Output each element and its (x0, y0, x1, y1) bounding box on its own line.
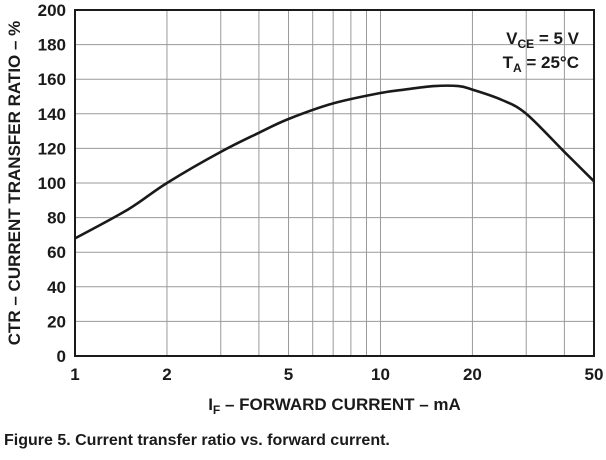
x-tick-label: 10 (371, 365, 390, 384)
figure-caption: Figure 5. Current transfer ratio vs. for… (4, 432, 390, 449)
y-tick-label: 160 (38, 70, 66, 89)
y-tick-label: 200 (38, 1, 66, 20)
x-tick-label: 1 (70, 365, 79, 384)
y-tick-label: 40 (47, 278, 66, 297)
y-tick-label: 80 (47, 209, 66, 228)
x-tick-label: 5 (284, 365, 293, 384)
ctr-curve (74, 84, 595, 240)
x-axis-ticks: 1 2 5 10 20 50 (70, 365, 603, 384)
y-tick-label: 120 (38, 139, 66, 158)
x-tick-label: 20 (463, 365, 482, 384)
annotation-vce: VCE = 5 V (506, 29, 580, 51)
x-tick-label: 50 (585, 365, 604, 384)
x-axis-label: IF – FORWARD CURRENT – mA (208, 395, 461, 417)
y-tick-label: 140 (38, 105, 66, 124)
ctr-vs-if-chart: 0 20 40 60 80 100 120 140 160 180 200 1 2 5 10 20 50 IF… (5, 1, 603, 417)
y-tick-label: 20 (47, 312, 66, 331)
y-tick-label: 0 (57, 347, 66, 366)
annotation-ta: TA = 25°C (503, 53, 579, 75)
y-tick-label: 100 (38, 174, 66, 193)
y-tick-label: 180 (38, 36, 66, 55)
y-axis-label: CTR – CURRENT TRANSFER RATIO – % (5, 21, 24, 346)
plot-frame (74, 9, 595, 357)
y-axis-ticks: 0 20 40 60 80 100 120 140 160 180 200 (38, 1, 66, 366)
y-tick-label: 60 (47, 243, 66, 262)
x-tick-label: 2 (162, 365, 171, 384)
